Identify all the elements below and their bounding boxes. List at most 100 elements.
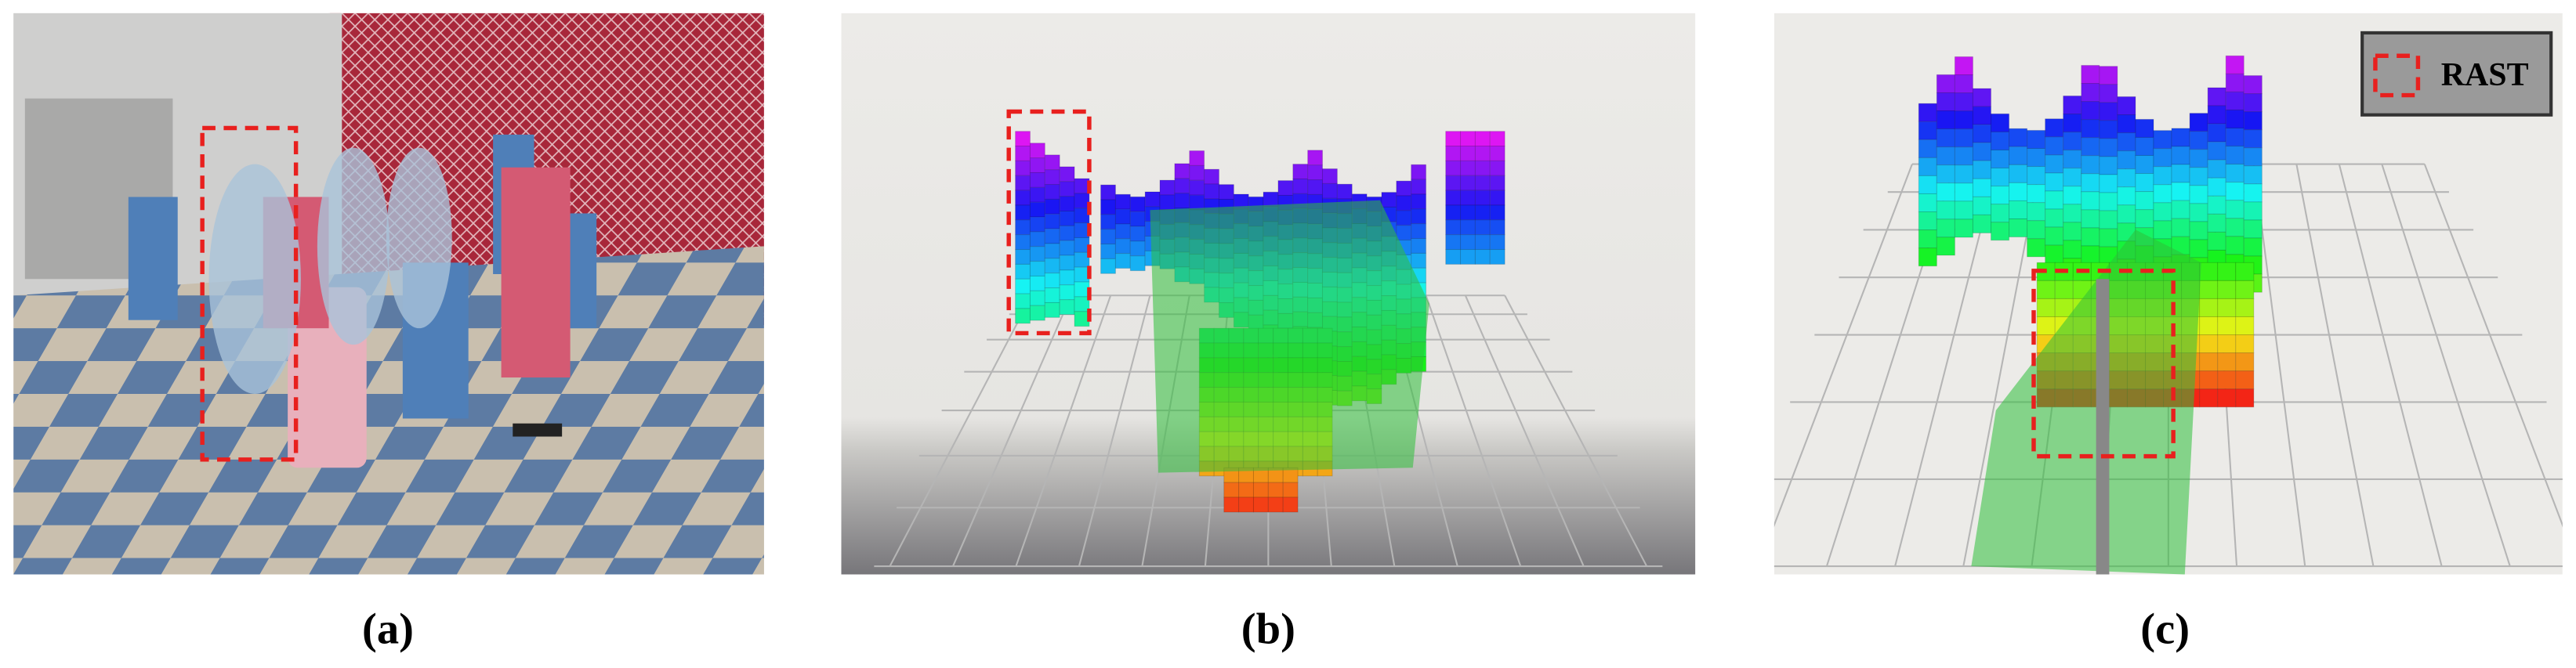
voxel <box>1918 121 1937 140</box>
voxel <box>1990 131 2010 151</box>
voxel <box>2199 388 2219 408</box>
voxel <box>2217 316 2237 336</box>
voxel <box>1972 106 1992 125</box>
voxel <box>1044 243 1060 259</box>
voxel <box>1321 168 1338 184</box>
voxel <box>2243 129 2263 149</box>
voxel <box>2235 316 2255 336</box>
voxel <box>2243 93 2263 113</box>
voxel <box>1918 139 1937 158</box>
voxel <box>1044 258 1060 274</box>
voxel <box>2135 173 2154 193</box>
voxel <box>1015 278 1031 294</box>
voxel <box>1015 190 1031 206</box>
voxel <box>2243 183 2263 203</box>
voxel <box>1445 175 1462 191</box>
voxel <box>2027 202 2046 222</box>
voxel <box>1411 164 1427 180</box>
floor-grid <box>2381 164 2511 567</box>
voxel <box>1489 146 1505 161</box>
floor-grid <box>1504 294 1648 567</box>
voxel <box>1460 234 1476 251</box>
voxel <box>1990 149 2010 169</box>
voxel <box>1972 160 1992 179</box>
voxel <box>1460 160 1476 176</box>
voxel <box>2027 166 2046 186</box>
voxel <box>1445 160 1462 176</box>
voxel <box>1074 296 1090 312</box>
voxel <box>2099 66 2118 85</box>
voxel <box>1059 225 1075 241</box>
voxel <box>2099 210 2118 229</box>
voxel <box>1074 281 1090 298</box>
voxel <box>2063 186 2082 205</box>
voxel <box>1918 193 1937 213</box>
voxel <box>1044 213 1060 229</box>
voxel <box>2199 280 2219 299</box>
floor-grid <box>1015 294 1112 567</box>
voxel <box>2171 128 2190 147</box>
floor-grid <box>2295 164 2375 567</box>
voxel <box>1972 196 1992 215</box>
voxel <box>2099 228 2118 247</box>
voxel <box>1059 166 1075 182</box>
voxel <box>2217 280 2237 299</box>
voxel <box>2153 148 2172 168</box>
voxel <box>2235 298 2255 318</box>
voxel <box>1029 157 1045 174</box>
voxel <box>1029 275 1045 291</box>
voxel <box>1460 175 1476 191</box>
voxel <box>2045 172 2064 192</box>
voxel <box>2199 370 2219 390</box>
voxel <box>2045 226 2064 246</box>
voxel <box>1114 193 1131 210</box>
voxel <box>2225 218 2244 237</box>
voxel <box>1954 218 1973 238</box>
voxel <box>1059 269 1075 286</box>
voxel <box>2081 64 2100 85</box>
voxel <box>2189 167 2208 186</box>
voxel <box>2171 146 2190 165</box>
voxel <box>1445 190 1462 206</box>
voxel <box>1129 255 1146 272</box>
voxel <box>2099 138 2118 157</box>
voxel <box>1029 261 1045 277</box>
voxel <box>1218 184 1234 200</box>
floor-grid <box>951 294 1072 567</box>
voxel <box>1189 179 1205 196</box>
voxel <box>2217 298 2237 318</box>
voxel <box>2171 200 2190 219</box>
voxel <box>1936 146 1955 166</box>
voxel <box>1204 168 1219 185</box>
voxel <box>1015 131 1031 147</box>
voxel <box>1445 204 1462 221</box>
voxel <box>1044 228 1060 244</box>
voxel <box>1044 169 1060 186</box>
voxel <box>2217 352 2237 372</box>
voxel <box>1159 194 1176 211</box>
floor-grid <box>2252 164 2306 567</box>
voxel <box>1015 146 1031 161</box>
voxel <box>1029 305 1045 321</box>
panel-c-map: RAST <box>1773 13 2563 575</box>
voxel <box>2027 184 2046 204</box>
voxel <box>1074 208 1090 224</box>
voxel <box>1059 196 1075 212</box>
voxel <box>2081 155 2100 175</box>
voxel <box>2081 245 2100 265</box>
voxel <box>1129 240 1146 257</box>
voxel <box>1223 482 1240 498</box>
voxel <box>2153 184 2172 204</box>
voxel <box>1954 182 1973 202</box>
voxel <box>2117 186 2136 206</box>
voxel <box>2099 120 2118 139</box>
voxel <box>2027 238 2046 258</box>
floor-grid <box>1464 294 1585 567</box>
voxel <box>2235 370 2255 390</box>
voxel <box>1936 237 1955 256</box>
legend-box <box>2360 31 2553 117</box>
voxel <box>2045 136 2064 156</box>
voxel <box>1460 249 1476 265</box>
voxel <box>2153 166 2172 186</box>
voxel <box>1936 200 1955 220</box>
